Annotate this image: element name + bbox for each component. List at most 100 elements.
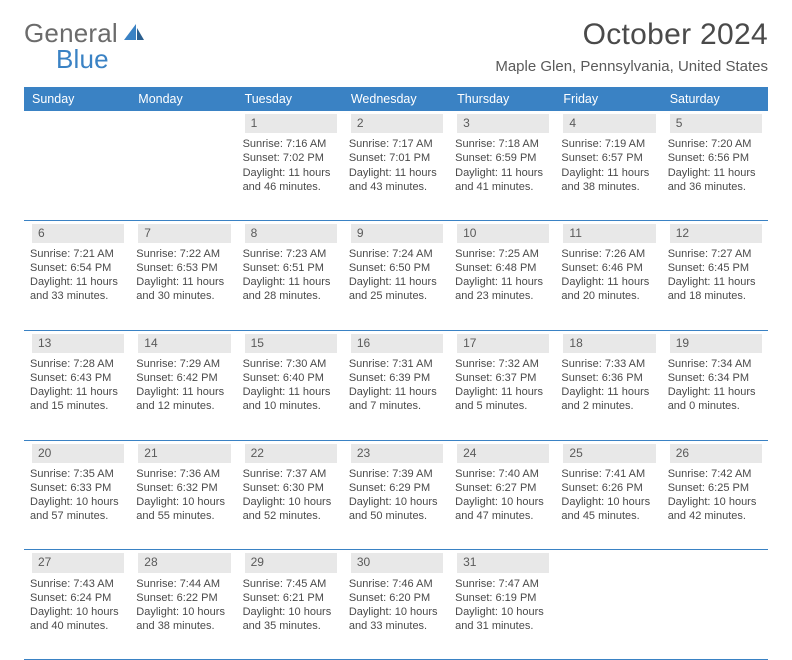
daynum-cell: 17	[449, 330, 555, 355]
daynum-cell: 3	[449, 111, 555, 135]
day-number: 18	[563, 334, 655, 353]
daynum-cell	[24, 111, 130, 135]
day-cell: Sunrise: 7:23 AMSunset: 6:51 PMDaylight:…	[237, 245, 343, 330]
daynum-cell: 13	[24, 330, 130, 355]
daylight-text: Daylight: 11 hours	[668, 275, 762, 289]
sunrise-text: Sunrise: 7:29 AM	[136, 357, 230, 371]
sunrise-text: Sunrise: 7:41 AM	[561, 467, 655, 481]
daylight-text: Daylight: 11 hours	[561, 166, 655, 180]
logo-text-blue: Blue	[56, 44, 109, 75]
daynum-cell: 4	[555, 111, 661, 135]
sunrise-text: Sunrise: 7:31 AM	[349, 357, 443, 371]
sunset-text: Sunset: 6:48 PM	[455, 261, 549, 275]
sunrise-text: Sunrise: 7:22 AM	[136, 247, 230, 261]
daylight-text: Daylight: 11 hours	[243, 275, 337, 289]
day-cell: Sunrise: 7:18 AMSunset: 6:59 PMDaylight:…	[449, 135, 555, 220]
sunrise-text: Sunrise: 7:34 AM	[668, 357, 762, 371]
daylight-text: Daylight: 10 hours	[243, 495, 337, 509]
sunset-text: Sunset: 6:40 PM	[243, 371, 337, 385]
daylight-text: Daylight: 11 hours	[349, 166, 443, 180]
day-cell: Sunrise: 7:31 AMSunset: 6:39 PMDaylight:…	[343, 355, 449, 440]
daylight-text: and 41 minutes.	[455, 180, 549, 194]
daynum-cell: 11	[555, 220, 661, 245]
daylight-text: and 33 minutes.	[30, 289, 124, 303]
daynum-cell: 16	[343, 330, 449, 355]
sunset-text: Sunset: 6:57 PM	[561, 151, 655, 165]
content-row: Sunrise: 7:35 AMSunset: 6:33 PMDaylight:…	[24, 465, 768, 550]
day-header: Tuesday	[237, 87, 343, 111]
sunset-text: Sunset: 6:37 PM	[455, 371, 549, 385]
day-number: 3	[457, 114, 549, 133]
daylight-text: Daylight: 11 hours	[136, 275, 230, 289]
daylight-text: and 47 minutes.	[455, 509, 549, 523]
sunset-text: Sunset: 6:21 PM	[243, 591, 337, 605]
sunset-text: Sunset: 6:43 PM	[30, 371, 124, 385]
sunset-text: Sunset: 6:51 PM	[243, 261, 337, 275]
day-number: 5	[670, 114, 762, 133]
daynum-cell: 19	[662, 330, 768, 355]
day-cell: Sunrise: 7:45 AMSunset: 6:21 PMDaylight:…	[237, 575, 343, 660]
daylight-text: and 40 minutes.	[30, 619, 124, 633]
sunrise-text: Sunrise: 7:36 AM	[136, 467, 230, 481]
sunrise-text: Sunrise: 7:27 AM	[668, 247, 762, 261]
sunset-text: Sunset: 6:24 PM	[30, 591, 124, 605]
location-subtitle: Maple Glen, Pennsylvania, United States	[495, 58, 768, 75]
daylight-text: and 28 minutes.	[243, 289, 337, 303]
daylight-text: Daylight: 11 hours	[243, 385, 337, 399]
daylight-text: and 55 minutes.	[136, 509, 230, 523]
sunrise-text: Sunrise: 7:35 AM	[30, 467, 124, 481]
daynum-cell: 18	[555, 330, 661, 355]
sunrise-text: Sunrise: 7:46 AM	[349, 577, 443, 591]
sunrise-text: Sunrise: 7:17 AM	[349, 137, 443, 151]
daynum-cell: 27	[24, 550, 130, 575]
day-number: 4	[563, 114, 655, 133]
sunset-text: Sunset: 6:34 PM	[668, 371, 762, 385]
day-cell	[130, 135, 236, 220]
day-cell	[662, 575, 768, 660]
daynum-cell: 1	[237, 111, 343, 135]
sunrise-text: Sunrise: 7:25 AM	[455, 247, 549, 261]
day-header: Monday	[130, 87, 236, 111]
day-number: 6	[32, 224, 124, 243]
daylight-text: and 15 minutes.	[30, 399, 124, 413]
sunset-text: Sunset: 6:25 PM	[668, 481, 762, 495]
daynum-cell: 25	[555, 440, 661, 465]
day-cell: Sunrise: 7:20 AMSunset: 6:56 PMDaylight:…	[662, 135, 768, 220]
day-cell: Sunrise: 7:29 AMSunset: 6:42 PMDaylight:…	[130, 355, 236, 440]
daylight-text: and 5 minutes.	[455, 399, 549, 413]
daylight-text: Daylight: 11 hours	[455, 275, 549, 289]
daynum-cell: 28	[130, 550, 236, 575]
sunset-text: Sunset: 6:46 PM	[561, 261, 655, 275]
daynum-cell: 5	[662, 111, 768, 135]
day-number: 10	[457, 224, 549, 243]
daynum-cell: 26	[662, 440, 768, 465]
sunset-text: Sunset: 6:32 PM	[136, 481, 230, 495]
sunrise-text: Sunrise: 7:42 AM	[668, 467, 762, 481]
daylight-text: and 42 minutes.	[668, 509, 762, 523]
sunset-text: Sunset: 7:01 PM	[349, 151, 443, 165]
sunrise-text: Sunrise: 7:45 AM	[243, 577, 337, 591]
sunset-text: Sunset: 6:56 PM	[668, 151, 762, 165]
day-number: 27	[32, 553, 124, 572]
day-cell: Sunrise: 7:19 AMSunset: 6:57 PMDaylight:…	[555, 135, 661, 220]
sunset-text: Sunset: 6:59 PM	[455, 151, 549, 165]
content-row: Sunrise: 7:28 AMSunset: 6:43 PM Daylight:…	[24, 355, 768, 440]
day-cell: Sunrise: 7:35 AMSunset: 6:33 PMDaylight:…	[24, 465, 130, 550]
sunrise-text: Sunrise: 7:28 AM	[30, 357, 124, 371]
sunset-text: Sunset: 6:26 PM	[561, 481, 655, 495]
daynum-cell	[555, 550, 661, 575]
day-number: 11	[563, 224, 655, 243]
day-cell: Sunrise: 7:30 AMSunset: 6:40 PMDaylight:…	[237, 355, 343, 440]
content-row: Sunrise: 7:43 AMSunset: 6:24 PMDaylight:…	[24, 575, 768, 660]
day-header: Thursday	[449, 87, 555, 111]
daylight-text: and 38 minutes.	[561, 180, 655, 194]
daylight-text: Daylight: 11 hours	[243, 166, 337, 180]
daynum-cell: 9	[343, 220, 449, 245]
sunset-text: Sunset: 6:19 PM	[455, 591, 549, 605]
daylight-text: Daylight: 10 hours	[349, 495, 443, 509]
logo: General Blue	[24, 18, 146, 49]
day-header-row: Sunday Monday Tuesday Wednesday Thursday…	[24, 87, 768, 111]
daynum-cell: 24	[449, 440, 555, 465]
daynum-cell: 29	[237, 550, 343, 575]
day-number: 12	[670, 224, 762, 243]
